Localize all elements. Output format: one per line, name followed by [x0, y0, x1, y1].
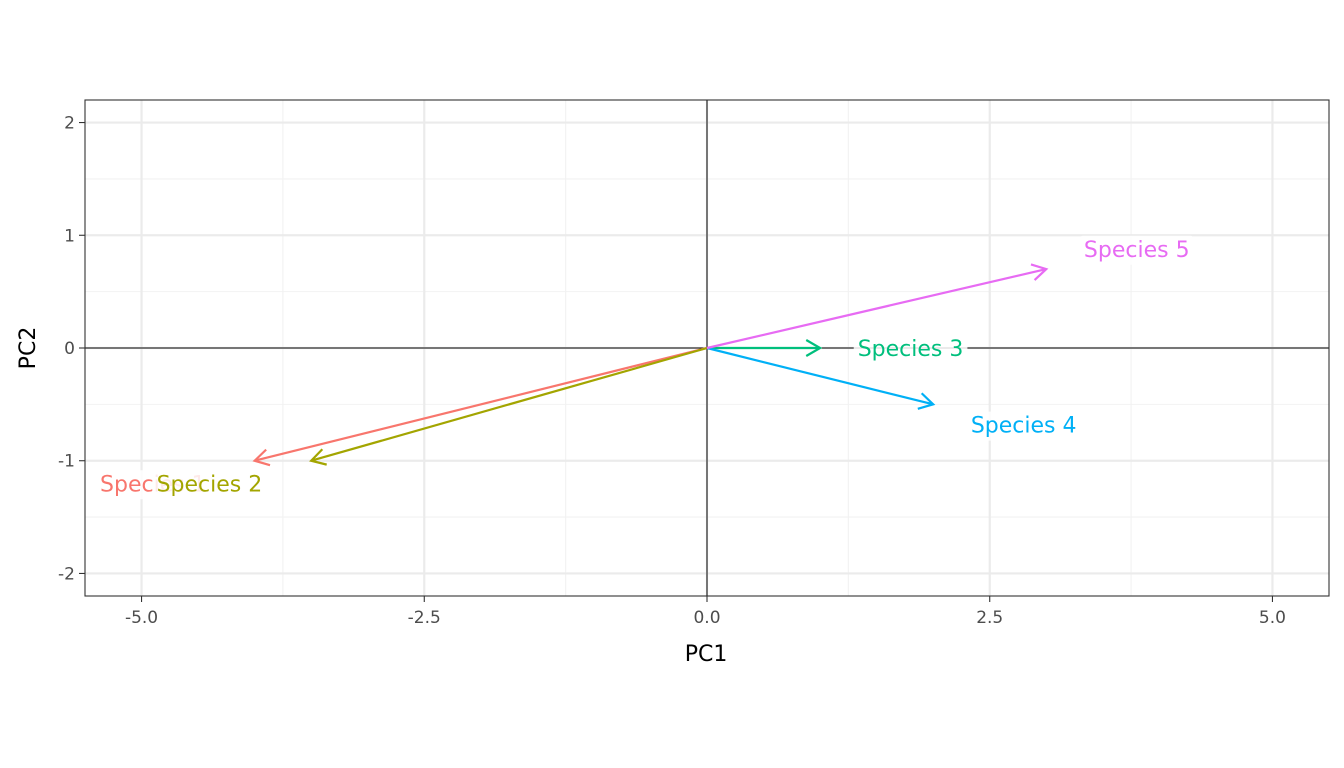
vector-species-1 [254, 346, 708, 462]
species-vectors [252, 263, 1049, 467]
x-axis-ticks: -5.0 -2.5 0.0 2.5 5.0 [125, 596, 1286, 628]
label-text: Species 5 [1084, 238, 1190, 263]
y-tick-label: 2 [64, 114, 75, 134]
label-species-4: Species 4 [966, 411, 1081, 441]
vector-species-2 [310, 346, 708, 462]
x-tick-label: 0.0 [693, 608, 720, 628]
arrowhead-species-4 [917, 392, 936, 410]
y-axis-ticks: -2 -1 0 1 2 [58, 114, 85, 584]
label-text: Species 4 [971, 414, 1077, 439]
label-background [1079, 235, 1194, 265]
y-tick-label: 0 [64, 339, 75, 359]
label-text: Species 3 [858, 337, 964, 362]
vector-species-5 [706, 268, 1047, 350]
x-tick-label: -5.0 [125, 608, 158, 628]
x-tick-label: -2.5 [408, 608, 441, 628]
label-background [853, 335, 968, 364]
arrowhead-species-1 [252, 448, 271, 467]
label-species-3: Species 3 [853, 335, 968, 364]
x-axis-title: PC1 [685, 642, 728, 667]
arrowhead-species-5 [1030, 263, 1049, 281]
label-species-2: Species 2 [152, 470, 267, 500]
x-tick-label: 5.0 [1259, 608, 1286, 628]
vector-species-4 [706, 346, 934, 406]
y-tick-label: 1 [64, 226, 75, 246]
arrowhead-species-2 [309, 448, 327, 466]
label-background [966, 411, 1081, 441]
y-axis-title: PC2 [16, 327, 41, 370]
x-tick-label: 2.5 [976, 608, 1003, 628]
y-tick-label: -2 [58, 564, 75, 584]
y-tick-label: -1 [58, 452, 75, 472]
label-text: Species 2 [157, 472, 263, 497]
arrowhead-species-3 [805, 339, 823, 357]
label-background [152, 470, 267, 500]
label-species-5: Species 5 [1079, 235, 1194, 265]
